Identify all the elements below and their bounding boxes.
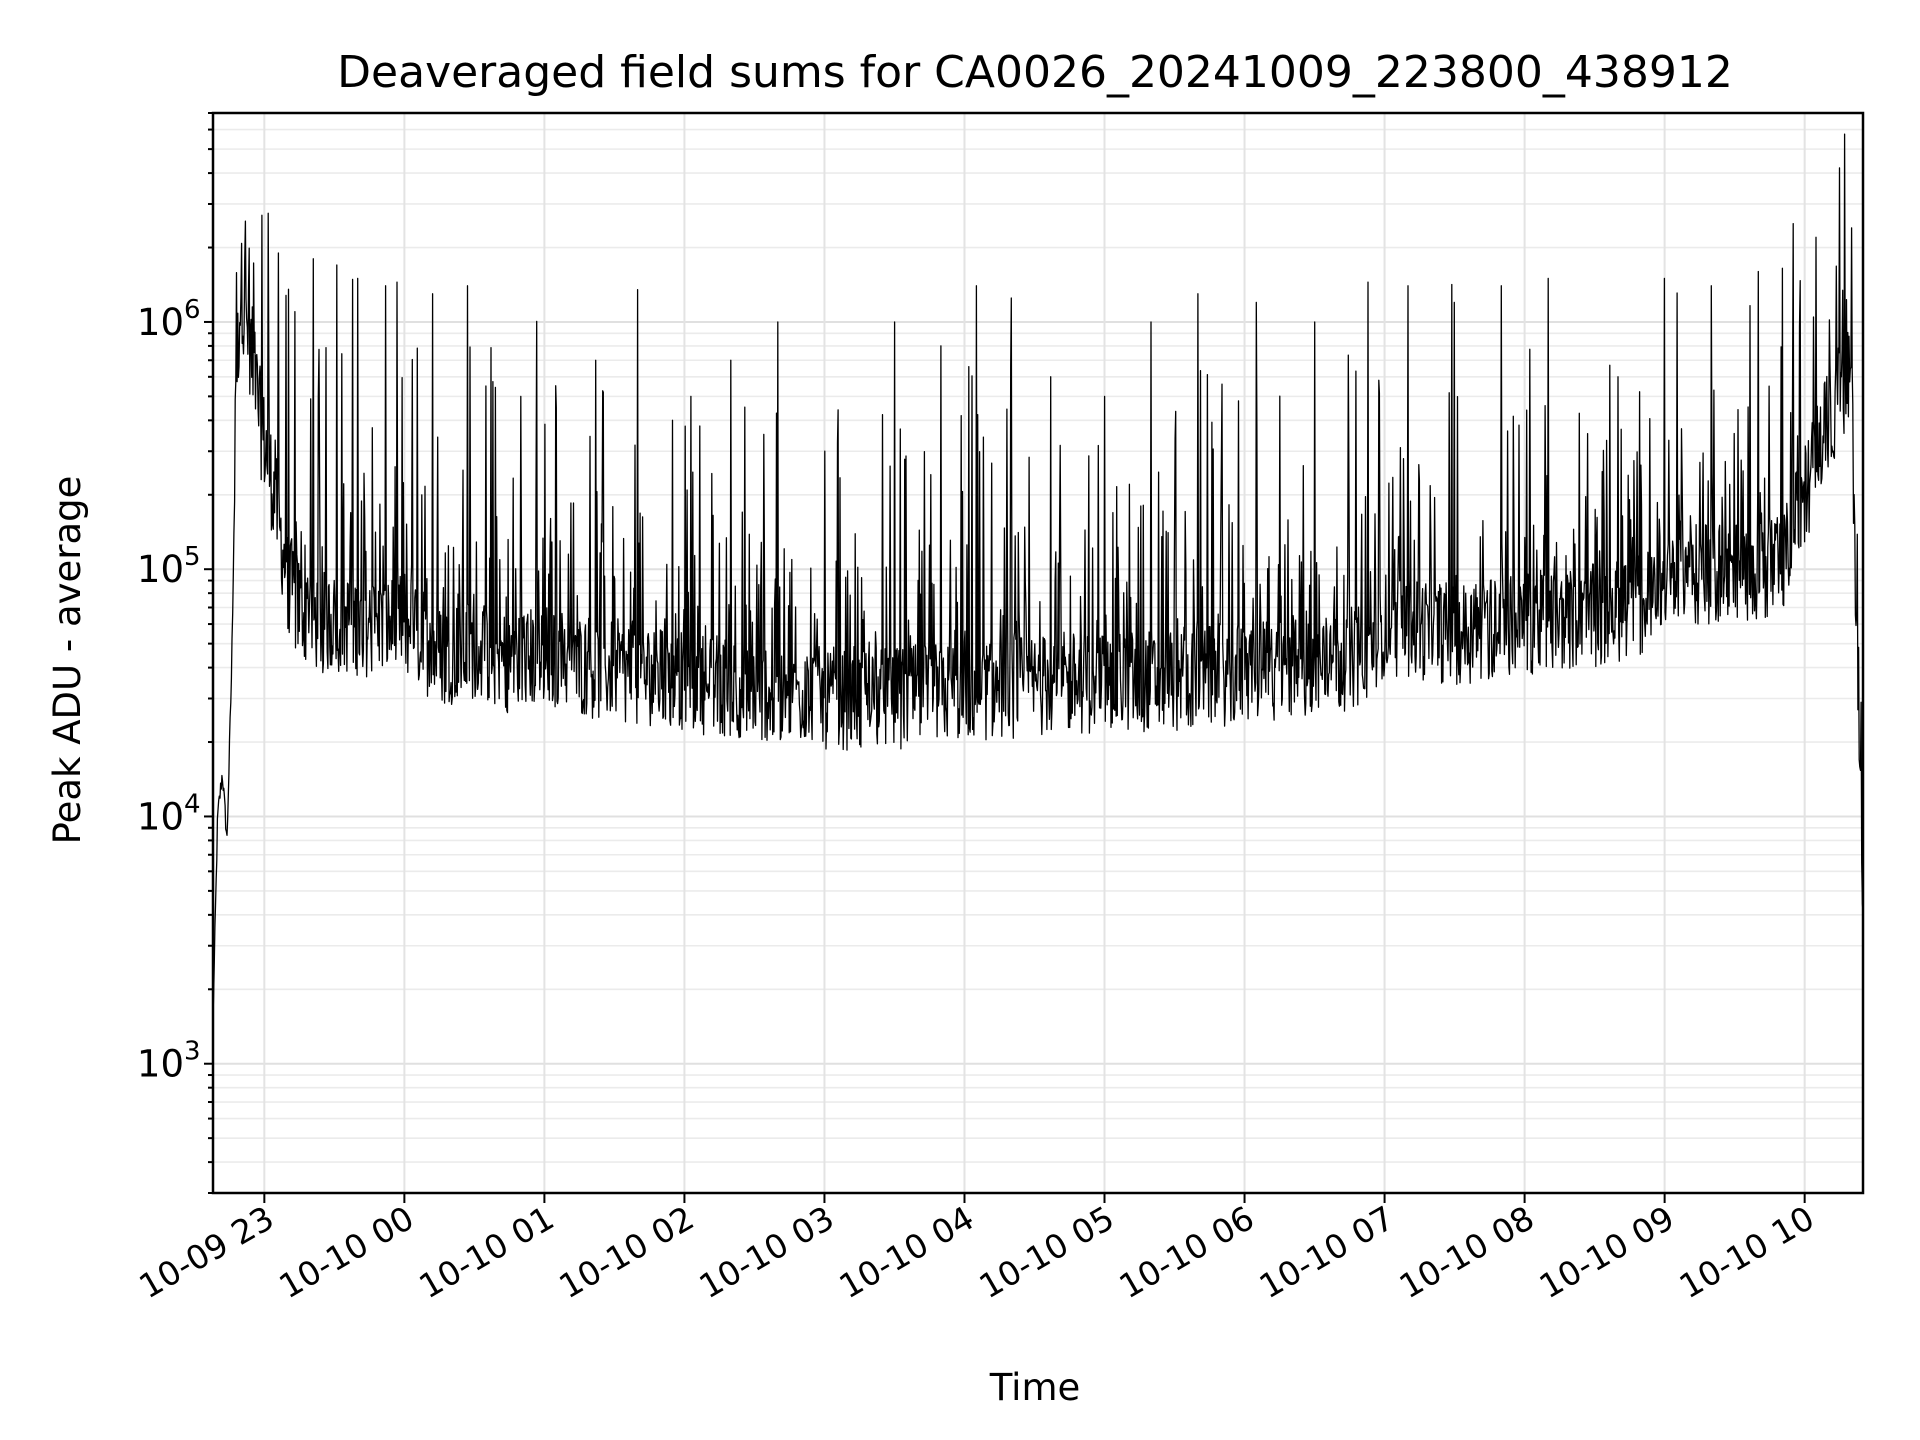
x-tick-label: 10-10 09 xyxy=(1533,1198,1681,1306)
x-tick-label: 10-10 10 xyxy=(1673,1198,1821,1306)
y-tick-exponent: 6 xyxy=(184,295,201,325)
y-tick-exponent: 5 xyxy=(184,542,201,572)
y-tick-label: 10 xyxy=(137,795,184,838)
y-axis-label: Peak ADU - average xyxy=(46,476,89,845)
x-tick-label: 10-10 02 xyxy=(552,1198,700,1306)
x-tick-label: 10-10 03 xyxy=(692,1198,840,1306)
x-tick-label: 10-10 01 xyxy=(412,1198,560,1306)
x-tick-label: 10-10 05 xyxy=(973,1198,1121,1306)
x-tick-label: 10-10 08 xyxy=(1393,1198,1541,1306)
chart-title: Deaveraged field sums for CA0026_2024100… xyxy=(337,47,1733,98)
x-tick-label: 10-10 00 xyxy=(272,1198,420,1306)
y-tick-label: 10 xyxy=(137,548,184,591)
y-tick-label: 10 xyxy=(137,1043,184,1086)
x-tick-label: 10-10 04 xyxy=(832,1198,980,1306)
x-tick-label: 10-10 07 xyxy=(1253,1198,1401,1306)
series-line xyxy=(212,133,1864,1018)
plot-frame xyxy=(211,111,1865,1195)
y-tick-label: 10 xyxy=(137,301,184,344)
y-tick-exponent: 4 xyxy=(184,789,201,819)
x-tick-label: 10-10 06 xyxy=(1113,1198,1261,1306)
y-tick-exponent: 3 xyxy=(184,1037,201,1067)
x-tick-label: 10-09 23 xyxy=(132,1198,280,1306)
plot-area xyxy=(212,133,1864,1018)
x-axis-label: Time xyxy=(989,1366,1081,1409)
